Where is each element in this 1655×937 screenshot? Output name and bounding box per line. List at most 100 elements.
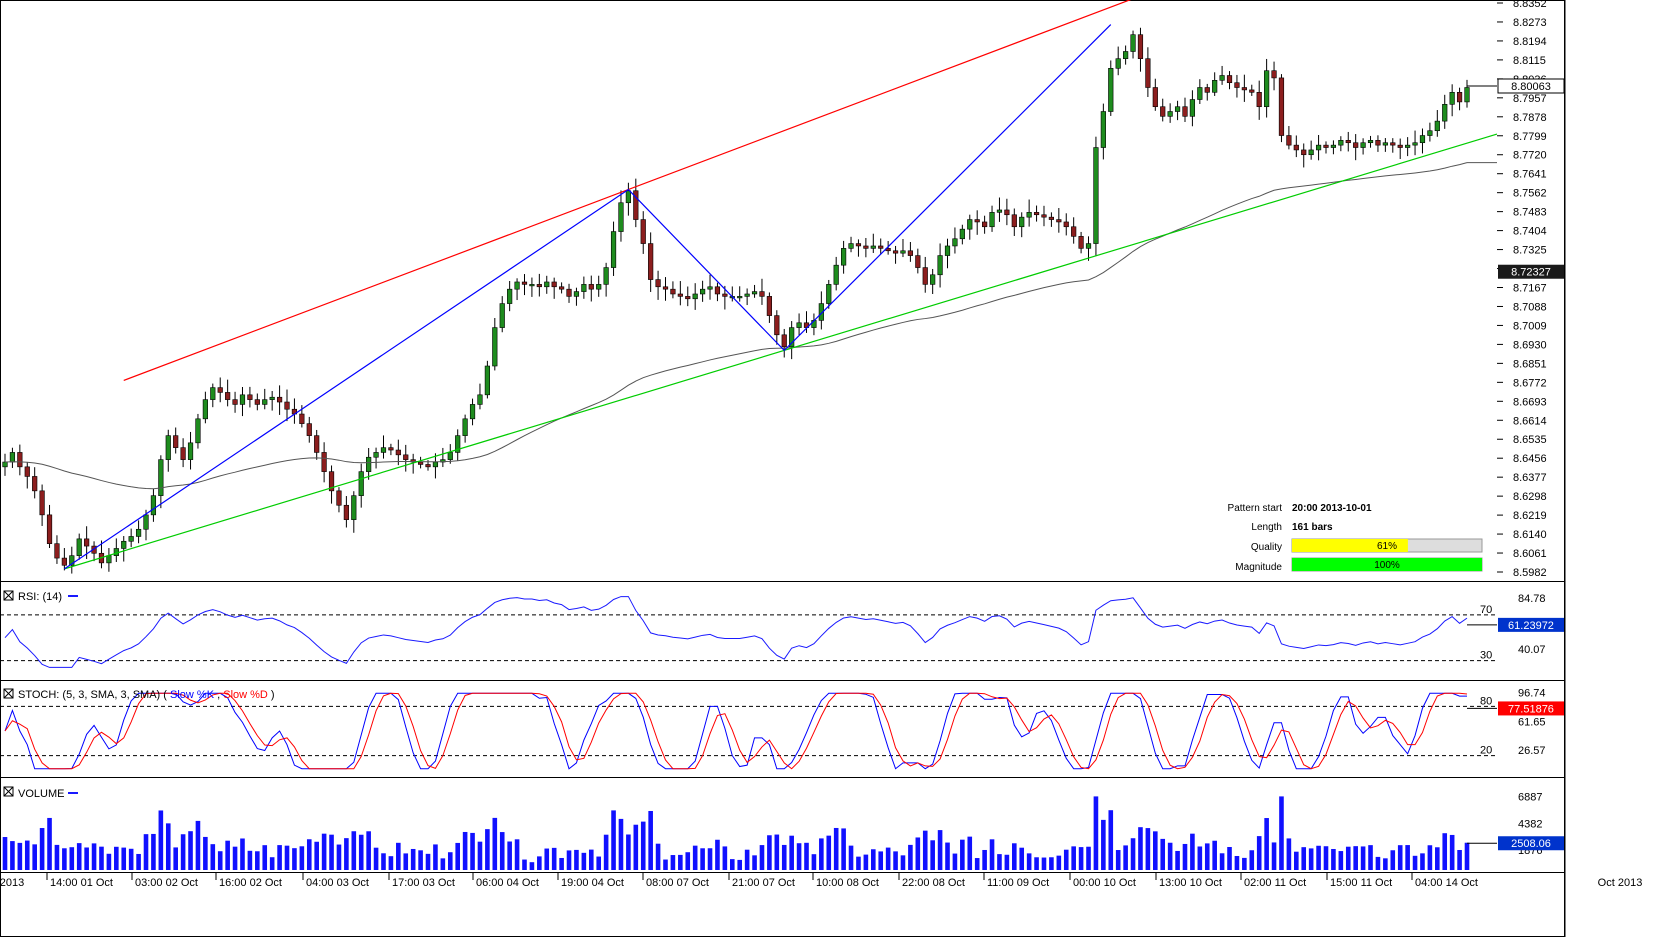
candle-body <box>944 245 951 256</box>
candle-body <box>1063 221 1069 228</box>
candle-body <box>759 291 765 297</box>
candle-body <box>91 545 97 554</box>
candle-body <box>321 452 327 472</box>
volume-bar <box>1167 842 1173 870</box>
volume-bar <box>210 844 216 870</box>
candle-body <box>54 543 60 559</box>
volume-bar <box>640 821 646 870</box>
volume-bar <box>1190 833 1195 870</box>
candle-body <box>24 466 30 477</box>
candle-body <box>1174 106 1181 112</box>
stoch-tick-label: 96.74 <box>1518 688 1546 700</box>
volume-bar <box>1345 846 1351 870</box>
volume-bar <box>1249 850 1255 870</box>
volume-bar <box>1316 845 1321 870</box>
candle-body <box>121 540 127 549</box>
price-tick-label: 8.8273 <box>1513 17 1547 29</box>
candle-body <box>1167 111 1173 117</box>
volume-bar <box>596 856 602 870</box>
candle-body <box>848 243 854 249</box>
candle-body <box>982 221 988 228</box>
candle-body <box>907 250 914 256</box>
volume-bar <box>663 859 668 870</box>
volume-bar <box>158 810 164 870</box>
stoch-level-label: 80 <box>1480 695 1492 707</box>
candle-body <box>343 504 349 520</box>
volume-bar <box>262 845 268 870</box>
time-tick-label: 16:00 02 Oct <box>219 877 282 889</box>
candle-body <box>685 296 691 300</box>
time-tick-label: 11:00 09 Oct <box>987 877 1049 889</box>
quality-value: 61% <box>1377 541 1397 552</box>
volume-bar <box>151 833 156 870</box>
volume-bar <box>418 850 423 870</box>
price-tick-label: 8.6456 <box>1513 453 1547 465</box>
volume-bar <box>1457 849 1462 870</box>
candle-body <box>774 315 780 336</box>
candle-body <box>395 449 401 456</box>
candle-body <box>432 461 439 468</box>
time-tick-label: 22:00 08 Oct <box>902 877 965 889</box>
candle-body <box>239 394 246 405</box>
price-tick-label: 8.6693 <box>1513 396 1547 408</box>
stoch-title: STOCH: (5, 3, SMA, 3, SMA) ( Slow %K , S… <box>3 688 275 701</box>
volume-bar <box>1464 842 1470 870</box>
volume-bar <box>1301 847 1307 870</box>
candle-body <box>1323 144 1329 148</box>
candle-body <box>1434 120 1440 132</box>
volume-bar <box>915 837 921 870</box>
volume-bar <box>1242 857 1247 870</box>
volume-bar <box>128 848 134 870</box>
volume-bar <box>1123 845 1128 870</box>
volume-bar <box>804 842 809 870</box>
stoch-close-icon-b <box>3 688 14 699</box>
volume-bar <box>537 856 542 870</box>
candle-body <box>1115 58 1121 69</box>
candle-body <box>1100 111 1106 148</box>
volume-bar <box>373 847 379 870</box>
candle-body <box>351 495 357 520</box>
candle-body <box>1226 75 1233 84</box>
candle-body <box>462 418 468 436</box>
pattern-magnitude-label: Magnitude <box>1235 562 1282 573</box>
price-tick-label: 8.7088 <box>1513 301 1547 313</box>
time-tick-label: 06:00 04 Oct <box>476 877 539 889</box>
magnitude-bar-fill <box>1292 558 1482 571</box>
candle-body <box>766 296 772 316</box>
candle-body <box>1405 144 1411 148</box>
volume-bar <box>203 836 208 870</box>
volume-bar <box>2 837 8 870</box>
candle-body <box>76 538 82 556</box>
volume-bar <box>1108 810 1114 870</box>
volume-bar <box>811 854 817 870</box>
candle-body <box>69 555 75 566</box>
volume-bar <box>492 817 498 870</box>
candle-body <box>165 435 171 460</box>
candle-body <box>915 255 921 268</box>
volume-bar <box>722 846 728 870</box>
candle-body <box>558 286 565 290</box>
volume-bar <box>1405 845 1410 870</box>
candle-body <box>1026 212 1032 218</box>
volume-bar <box>522 859 527 870</box>
price-tick-label: 8.6930 <box>1513 339 1547 351</box>
volume-bar <box>885 847 891 870</box>
quality-bar-fill <box>1292 539 1408 552</box>
volume-bar <box>1323 846 1329 870</box>
candle-body <box>499 303 505 328</box>
candle-body <box>826 284 832 304</box>
candle-body <box>892 250 899 254</box>
pattern-quality-label: Quality <box>1251 542 1282 553</box>
volume-bar <box>91 843 97 870</box>
candle-body <box>380 447 387 453</box>
volume-bar <box>1212 840 1217 870</box>
volume-bar <box>306 839 312 870</box>
volume-bar <box>1360 846 1366 870</box>
volume-bar <box>1234 855 1240 870</box>
volume-bar <box>136 853 141 870</box>
candle-body <box>262 399 268 405</box>
volume-bar <box>1175 850 1180 870</box>
candle-body <box>306 423 312 436</box>
volume-bar <box>1049 857 1054 870</box>
volume-bar <box>1331 848 1336 870</box>
